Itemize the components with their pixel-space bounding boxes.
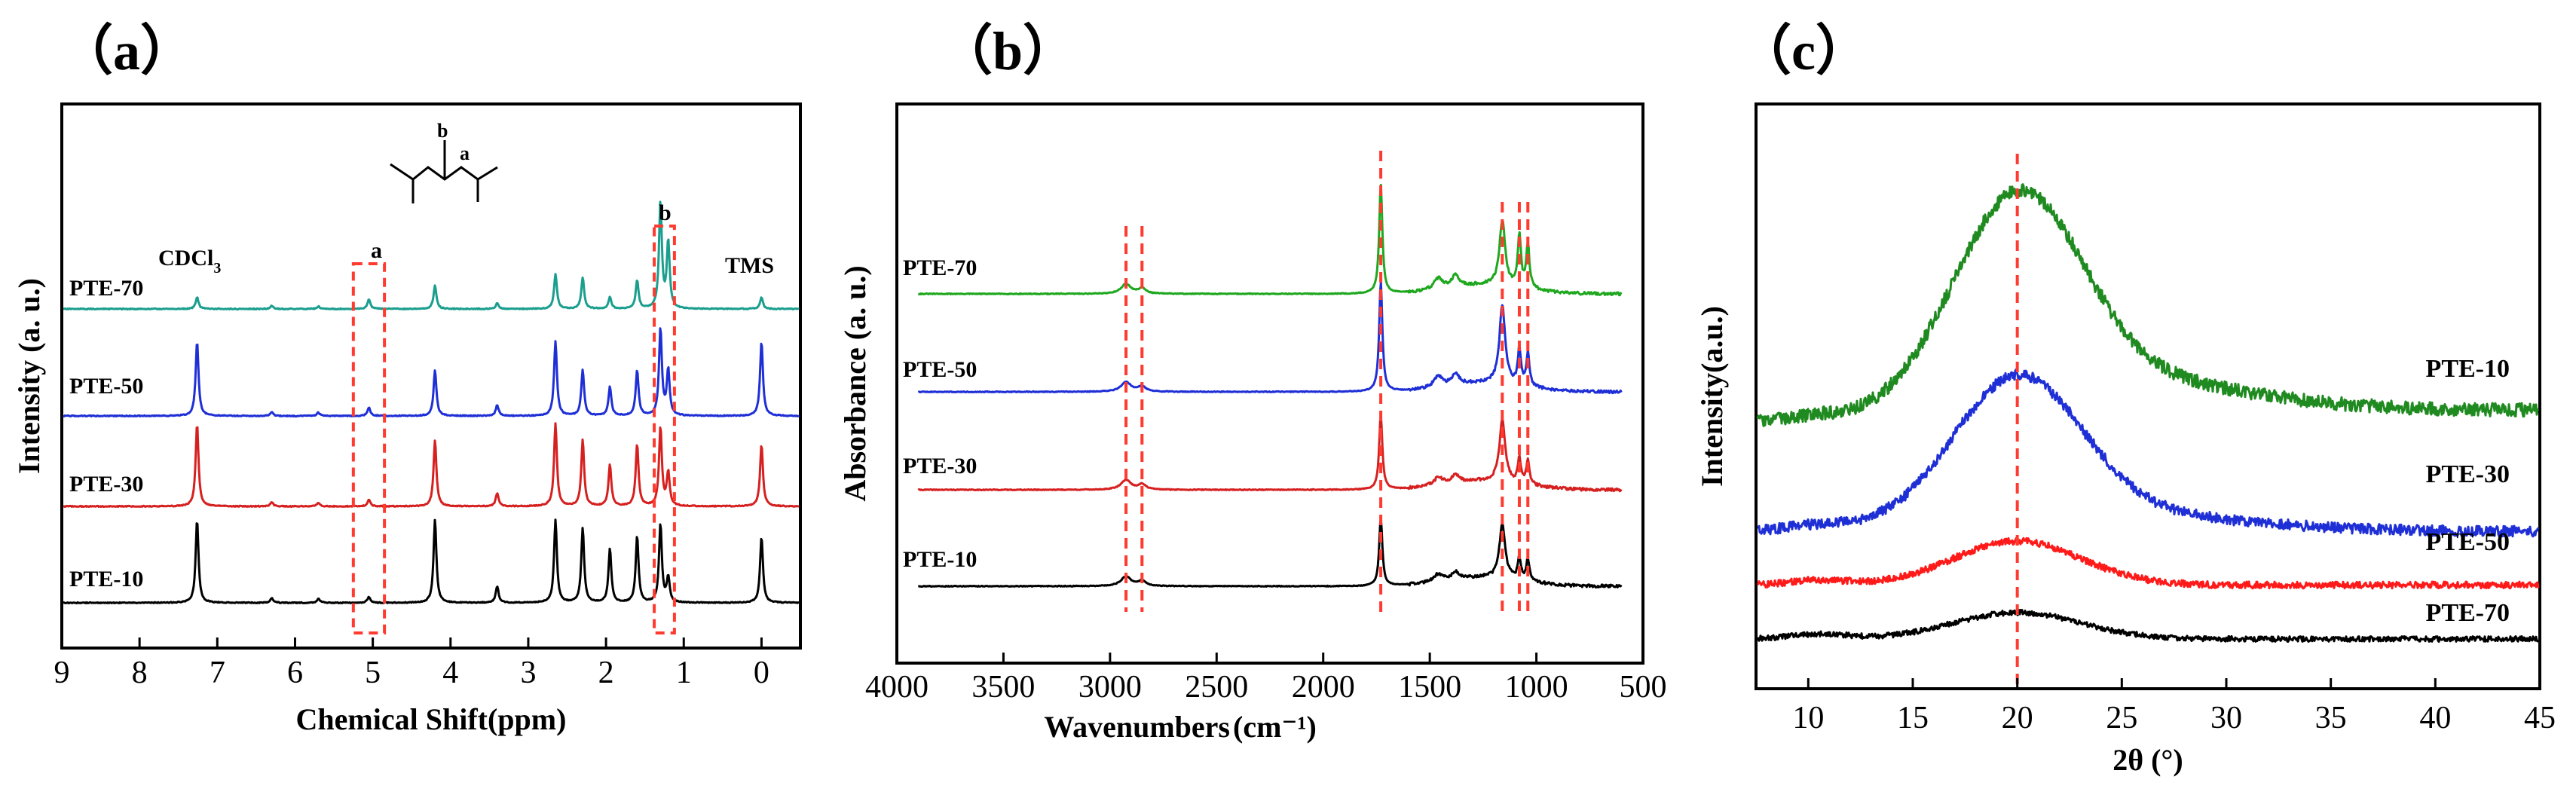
- ftir-x-ticks: 4000 3500 3000 2500 2000 1500 1000 500: [865, 653, 1667, 705]
- ftir-traces: [917, 183, 1623, 589]
- nmr-series-label: PTE-50: [69, 374, 143, 399]
- nmr-x-ticks: 9 8 7 6 5 4 3 2 1 0: [54, 637, 769, 690]
- solvent-label: CDCl3: [158, 246, 221, 277]
- tms-label: TMS: [725, 253, 774, 278]
- xrd-tick-label: 25: [2106, 701, 2137, 735]
- ftir-x-axis-unit: (cm⁻¹): [1233, 710, 1317, 744]
- xrd-series-label: PTE-30: [2426, 460, 2510, 488]
- xrd-series-label: PTE-10: [2426, 355, 2510, 383]
- ftir-x-axis-title: Wavenumbers: [1044, 710, 1230, 744]
- nmr-plot-frame: [60, 102, 802, 650]
- xrd-trace-pte-10: [1756, 183, 2540, 427]
- ftir-series-labels: PTE-70 PTE-50 PTE-30 PTE-10: [903, 255, 977, 572]
- xrd-tick-label: 40: [2419, 701, 2451, 735]
- nmr-tick-label: 3: [520, 656, 536, 690]
- structure-label-a: a: [460, 142, 470, 164]
- panel-b-letter: （b）: [938, 21, 1077, 81]
- nmr-y-axis-title: Intensity (a. u.): [12, 278, 46, 474]
- ftir-tick-label: 500: [1620, 670, 1667, 705]
- xrd-series-labels: PTE-10 PTE-30 PTE-50 PTE-70: [2426, 355, 2510, 627]
- panel-a-letter: （a）: [59, 21, 194, 81]
- nmr-tick-label: 0: [754, 656, 769, 690]
- xrd-tick-label: 10: [1792, 701, 1824, 735]
- nmr-tick-label: 5: [365, 656, 381, 690]
- xrd-trace-pte-70: [1756, 609, 2540, 643]
- peak-label-a: a: [371, 238, 382, 263]
- nmr-tick-label: 7: [210, 656, 225, 690]
- nmr-tick-label: 8: [132, 656, 148, 690]
- xrd-series-label: PTE-50: [2426, 528, 2510, 556]
- ftir-tick-label: 2000: [1292, 670, 1355, 705]
- ftir-tick-label: 2500: [1185, 670, 1248, 705]
- xrd-tick-label: 30: [2210, 701, 2242, 735]
- nmr-trace-pte-70: [63, 200, 800, 311]
- ftir-tick-label: 1500: [1398, 670, 1461, 705]
- nmr-highlight-box: [351, 262, 387, 634]
- monomer-structure: b a: [390, 120, 498, 203]
- ftir-plot-frame: [895, 102, 1644, 665]
- xrd-trace-pte-30: [1757, 368, 2540, 538]
- nmr-tick-label: 6: [287, 656, 303, 690]
- ftir-y-axis-title: Absorbance (a. u.): [838, 265, 872, 501]
- nmr-tick-label: 9: [54, 656, 70, 690]
- xrd-plot-frame: [1755, 102, 2541, 690]
- xrd-panel: （c） 10 15 20 25 30 35 40 45 PTE-10PTE-30PTE-50P…: [1695, 21, 2556, 777]
- xrd-trace-pte-50: [1756, 537, 2540, 590]
- ftir-trace-pte-50: [917, 281, 1623, 395]
- xrd-traces: [1756, 183, 2540, 643]
- nmr-series-label: PTE-10: [69, 567, 143, 592]
- nmr-series-label: PTE-30: [69, 472, 143, 497]
- xrd-tick-label: 45: [2524, 701, 2556, 735]
- xrd-tick-label: 20: [2002, 701, 2033, 735]
- nmr-trace-pte-50: [63, 327, 800, 417]
- nmr-series-label: PTE-70: [69, 276, 143, 301]
- nmr-tick-label: 4: [442, 656, 458, 690]
- ftir-tick-label: 3000: [1078, 670, 1142, 705]
- ftir-trace-pte-10: [917, 517, 1623, 589]
- ftir-series-label: PTE-70: [903, 255, 977, 280]
- ftir-series-label: PTE-50: [903, 357, 977, 382]
- xrd-y-axis-title: Intensity(a.u.): [1695, 306, 1729, 487]
- xrd-tick-label: 15: [1897, 701, 1929, 735]
- ftir-trace-pte-30: [917, 414, 1623, 493]
- nmr-tick-label: 2: [598, 656, 614, 690]
- ftir-tick-label: 1000: [1505, 670, 1568, 705]
- nmr-x-axis-title: Chemical Shift(ppm): [296, 702, 567, 736]
- nmr-highlight-box: [653, 225, 676, 634]
- nmr-traces: [63, 200, 800, 604]
- ftir-guide-lines: [1124, 151, 1530, 612]
- peak-label-b: b: [659, 200, 672, 225]
- nmr-highlight-boxes: [351, 225, 676, 634]
- xrd-series-label: PTE-70: [2426, 599, 2510, 627]
- ftir-series-label: PTE-10: [903, 547, 977, 572]
- ftir-tick-label: 4000: [865, 670, 929, 705]
- structure-label-b: b: [437, 120, 448, 142]
- nmr-series-labels: PTE-70 PTE-50 PTE-30 PTE-10: [69, 276, 143, 592]
- xrd-x-axis-title: 2θ (°): [2113, 743, 2183, 777]
- nmr-tick-label: 1: [676, 656, 692, 690]
- ftir-tick-label: 3500: [971, 670, 1035, 705]
- nmr-trace-pte-30: [63, 422, 800, 508]
- xrd-tick-label: 35: [2315, 701, 2347, 735]
- ftir-series-label: PTE-30: [903, 454, 977, 478]
- ftir-panel: （b） 4000 3500 3000 2500 2000 1500 1000 500 PTE-…: [838, 21, 1667, 744]
- xrd-x-ticks: 10 15 20 25 30 35 40 45: [1792, 678, 2556, 735]
- nmr-trace-pte-10: [63, 518, 800, 604]
- panel-c-letter: （c）: [1737, 21, 1870, 81]
- ftir-trace-pte-70: [917, 183, 1623, 297]
